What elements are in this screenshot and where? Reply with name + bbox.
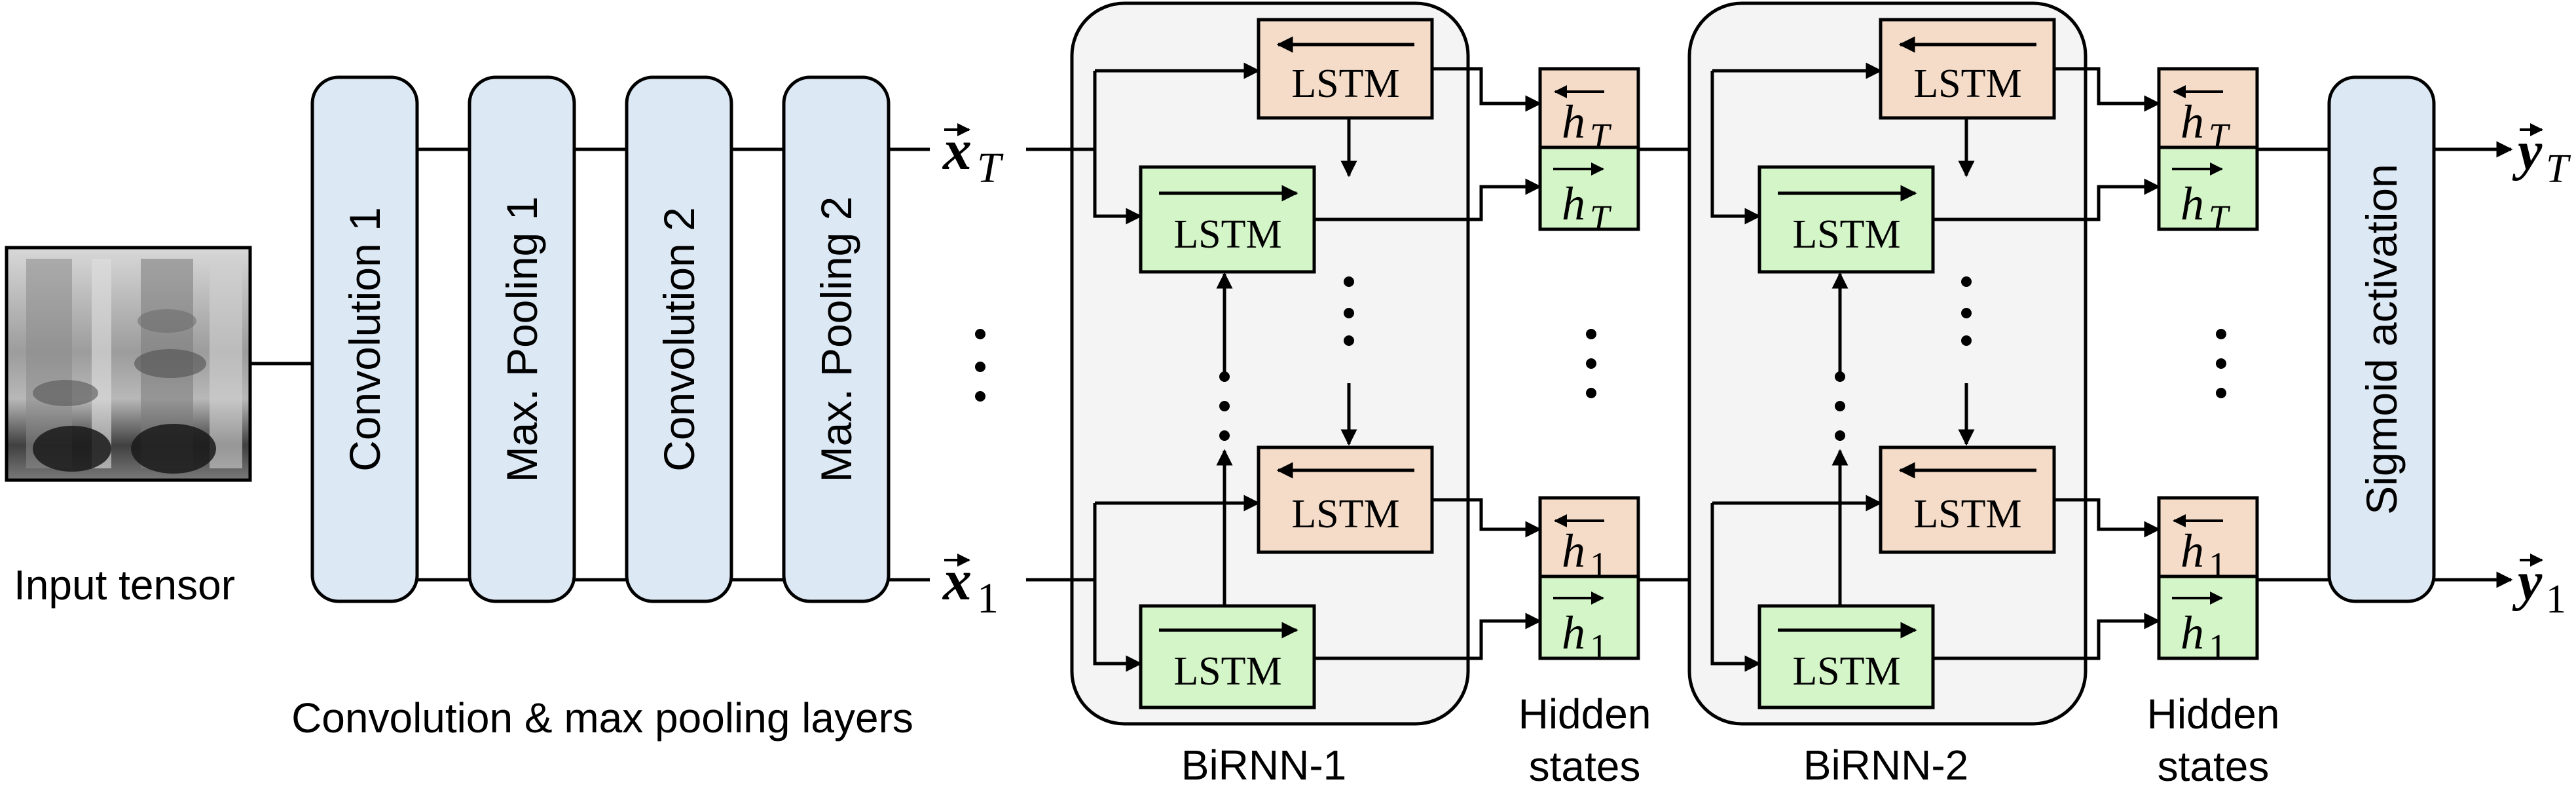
svg-text:1: 1 — [2209, 627, 2226, 666]
svg-text:h: h — [1562, 178, 1585, 230]
maxpool1-block — [468, 75, 576, 603]
maxpool2-label: Max. Pooling 2 — [812, 197, 860, 483]
birnn2-panel: LSTM LSTM LSTM LSTM — [1687, 1, 2161, 726]
svg-text:h: h — [2180, 525, 2204, 577]
cnn-connectors — [417, 147, 784, 582]
svg-text:1: 1 — [977, 574, 999, 622]
birnn1-lstm-backward-T: LSTM — [1257, 18, 1434, 120]
input-tensor-image — [5, 246, 252, 482]
svg-text:LSTM: LSTM — [1792, 649, 1900, 694]
birnn1-bwd-ellipsis — [1344, 276, 1354, 346]
hidden2-label-line1: Hidden — [2147, 690, 2280, 738]
x-top-label: x T — [942, 119, 1004, 192]
svg-text:T: T — [977, 144, 1004, 192]
svg-text:LSTM: LSTM — [1291, 62, 1399, 106]
hidden-states-2: h T h T h 1 h 1 — [2157, 67, 2259, 666]
svg-text:1: 1 — [1590, 627, 1608, 666]
birnn2-lstm-backward-T: LSTM — [1879, 18, 2056, 120]
hidden2-bwd-T — [2157, 67, 2259, 149]
hidden1-label-line1: Hidden — [1518, 690, 1651, 738]
svg-text:T: T — [2546, 147, 2571, 191]
hidden-states-1: h T h T h 1 h 1 — [1538, 67, 1640, 666]
y-top-label: y T — [2512, 121, 2571, 191]
svg-text:x: x — [942, 549, 972, 612]
svg-text:T: T — [1590, 198, 1612, 237]
hidden1-fwd-T — [1538, 145, 1640, 231]
cnn-caption: Convolution & max pooling layers — [291, 694, 913, 742]
birnn2-lstm-forward-T: LSTM — [1757, 165, 1935, 274]
svg-text:h: h — [2180, 607, 2204, 659]
hidden1-label-line2: states — [1529, 743, 1641, 790]
x-bottom-label: x 1 — [942, 549, 999, 622]
conv1-label: Convolution 1 — [340, 207, 389, 472]
birnn1-fwd-ellipsis — [1219, 371, 1230, 441]
cnn-stack: Convolution 1 Max. Pooling 1 Convolution… — [310, 75, 891, 603]
svg-text:LSTM: LSTM — [1792, 212, 1900, 257]
birnn2-lstm-backward-1: LSTM — [1879, 445, 2056, 554]
hidden2-fwd-T — [2157, 145, 2259, 231]
hidden1-bwd-T — [1538, 67, 1640, 149]
svg-text:LSTM: LSTM — [1913, 492, 2021, 536]
svg-text:h: h — [2180, 178, 2204, 230]
conv1-block — [310, 75, 419, 603]
svg-text:x: x — [942, 119, 972, 182]
svg-text:h: h — [2180, 96, 2204, 148]
conv2-label: Convolution 2 — [655, 207, 703, 472]
svg-text:1: 1 — [2209, 545, 2226, 584]
birnn1-panel: LSTM LSTM LSTM LSTM — [1026, 1, 1542, 726]
svg-text:1: 1 — [1590, 545, 1608, 584]
birnn2-bwd-ellipsis — [1961, 276, 1972, 346]
conv2-block — [625, 75, 733, 603]
birnn1-lstm-forward-1: LSTM — [1139, 604, 1316, 709]
svg-text:T: T — [1590, 116, 1612, 155]
svg-text:T: T — [2209, 116, 2231, 155]
hidden1-fwd-1 — [1538, 574, 1640, 660]
svg-text:LSTM: LSTM — [1913, 62, 2021, 106]
birnn1-lstm-backward-1: LSTM — [1257, 445, 1434, 554]
hidden2-bwd-1 — [2157, 496, 2259, 578]
svg-text:h: h — [1562, 96, 1585, 148]
hidden2-fwd-1 — [2157, 574, 2259, 660]
svg-text:1: 1 — [2546, 577, 2566, 622]
sigmoid-block — [2327, 75, 2436, 603]
svg-text:T: T — [2209, 198, 2231, 237]
svg-text:h: h — [1562, 607, 1585, 659]
birnn1-label: BiRNN-1 — [1181, 742, 1346, 789]
maxpool2-block — [782, 75, 891, 603]
svg-text:LSTM: LSTM — [1291, 492, 1399, 536]
sigmoid-label: Sigmoid activation — [2357, 164, 2406, 515]
birnn2-lstm-forward-1: LSTM — [1757, 604, 1935, 709]
input-tensor-label: Input tensor — [14, 561, 235, 609]
svg-text:h: h — [1562, 525, 1585, 577]
svg-text:LSTM: LSTM — [1173, 212, 1281, 257]
hidden2-label-line2: states — [2158, 743, 2270, 790]
svg-text:LSTM: LSTM — [1173, 649, 1281, 694]
birnn2-label: BiRNN-2 — [1803, 742, 1968, 789]
birnn2-fwd-ellipsis — [1835, 371, 1845, 441]
maxpool1-label: Max. Pooling 1 — [498, 197, 546, 483]
x-ellipsis — [975, 329, 985, 402]
birnn1-lstm-forward-T: LSTM — [1139, 165, 1316, 274]
hidden1-bwd-1 — [1538, 496, 1640, 578]
y-bottom-label: y 1 — [2512, 551, 2566, 622]
